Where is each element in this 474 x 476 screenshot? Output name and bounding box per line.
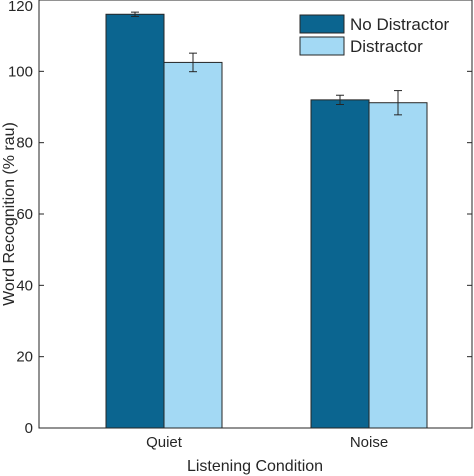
bar-series — [105, 13, 428, 429]
bar-distractor-noise — [368, 102, 428, 429]
y-tick-label: 100 — [8, 63, 33, 80]
y-tick-label: 60 — [16, 206, 33, 223]
legend: No Distractor Distractor — [299, 14, 450, 56]
legend-swatch-distractor — [299, 36, 345, 56]
x-tick-label-noise: Noise — [350, 434, 388, 451]
bar-no-distractor-quiet — [105, 13, 165, 429]
legend-label-no-distractor: No Distractor — [350, 15, 450, 34]
legend-swatch-no-distractor — [299, 14, 345, 34]
bar-no-distractor-noise — [310, 99, 370, 429]
x-tick-label-quiet: Quiet — [146, 434, 183, 451]
y-tick-label: 120 — [8, 0, 33, 15]
y-tick-label: 40 — [16, 277, 33, 294]
legend-label-distractor: Distractor — [350, 37, 423, 56]
x-axis-title: Listening Condition — [187, 458, 323, 475]
x-axis: Quiet Noise — [146, 423, 388, 451]
y-tick-label: 20 — [16, 349, 33, 366]
bar-distractor-quiet — [163, 61, 223, 429]
y-tick-label: 80 — [16, 135, 33, 152]
y-tick-label: 0 — [25, 420, 33, 437]
y-axis-title: Word Recognition (% rau) — [1, 122, 18, 306]
y-axis: 0 20 40 60 80 100 120 — [8, 0, 472, 437]
error-bars — [131, 11, 402, 116]
